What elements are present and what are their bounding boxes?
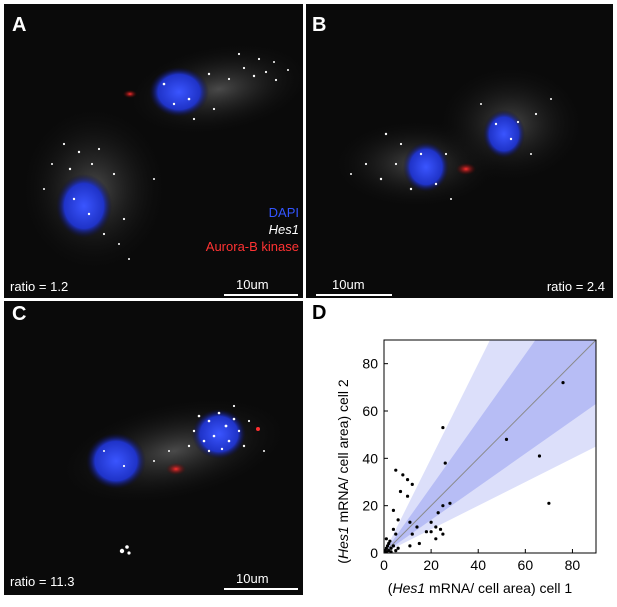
data-point (410, 532, 414, 536)
data-point (408, 544, 412, 548)
data-point (434, 525, 438, 529)
legend-hes1: Hes1 (268, 222, 299, 237)
scatter-chart: 0 20 40 60 80 0 20 40 60 80 (Hes1 mRNA/ cell are… (335, 339, 597, 596)
aurora-spot-a (123, 90, 137, 98)
scalebar-label-a: 10um (236, 277, 269, 292)
scalebar-label-c: 10um (236, 571, 269, 586)
data-point (391, 544, 396, 548)
y-tick-label: 20 (362, 498, 378, 514)
diagonal-line (383, 339, 597, 554)
data-point (424, 530, 428, 534)
panel-label-a: A (12, 14, 27, 36)
data-point (504, 437, 509, 441)
nucleus-c2 (192, 409, 246, 459)
hes1-spots-c (103, 404, 265, 555)
data-point (389, 546, 393, 550)
scalebar-a (224, 294, 298, 296)
channel-legend: DAPI Hes1 Aurora-B kinase (206, 204, 299, 255)
data-point (429, 520, 433, 524)
data-point (408, 520, 412, 524)
hes1-spots-b (350, 98, 552, 200)
data-point (443, 461, 447, 465)
ratio-text-b: ratio = 2.4 (546, 279, 605, 294)
data-point (384, 537, 388, 541)
x-tick-label: 60 (518, 557, 534, 573)
nucleus-b2 (483, 110, 525, 158)
data-point (384, 546, 388, 550)
scalebar-label-b: 10um (332, 277, 365, 292)
ratio-text-a: ratio = 1.2 (10, 279, 69, 294)
aurora-spot-c (166, 463, 186, 475)
data-point (441, 425, 445, 430)
data-point (387, 549, 391, 553)
x-tick-label: 0 (380, 557, 388, 573)
legend-dapi: DAPI (268, 205, 299, 220)
plot-frame (383, 339, 597, 554)
data-point (410, 482, 414, 486)
hes1-spots-a (43, 52, 289, 260)
data-point (396, 518, 400, 522)
y-axis-label: (Hes1 mRNA/ cell area) cell 2 (335, 379, 351, 564)
x-tick-label: 40 (470, 557, 486, 573)
nucleus-a1 (149, 67, 209, 117)
data-point (401, 473, 405, 477)
data-point (394, 532, 398, 536)
y-tick-label: 80 (362, 356, 378, 372)
micrograph-image-a (19, 41, 303, 274)
data-point (436, 511, 440, 515)
x-tick-label: 20 (423, 557, 439, 573)
data-point (438, 527, 443, 531)
panel-label-d: D (312, 302, 327, 324)
y-tick-label: 60 (362, 403, 378, 419)
data-point (448, 501, 452, 505)
scalebar-b (316, 294, 392, 296)
data-point (434, 537, 438, 541)
x-axis-label: (Hes1 mRNA/ cell area) cell 1 (388, 580, 573, 596)
data-point (398, 489, 403, 494)
legend-aurora: Aurora-B kinase (205, 239, 299, 254)
nucleus-c1 (86, 433, 146, 489)
panel-label-b: B (312, 14, 327, 36)
data-point (405, 478, 410, 482)
data-point (388, 539, 392, 543)
data-point (547, 501, 551, 505)
y-tick-label: 0 (370, 545, 378, 561)
data-point (391, 527, 396, 531)
data-point (417, 541, 421, 546)
nucleus-a2 (56, 174, 112, 238)
data-point (537, 454, 542, 458)
data-point (394, 549, 398, 553)
data-point (429, 530, 433, 534)
data-point (441, 504, 445, 508)
aurora-spot-b (456, 163, 476, 175)
data-point (561, 381, 565, 385)
data-point (405, 494, 410, 498)
micrograph-panel-a: A ratio = 1.2 10um DAPI Hes1 Aurora-B ki… (4, 4, 303, 298)
scalebar-c (224, 588, 298, 590)
data-point (396, 546, 400, 550)
nucleus-b1 (403, 142, 449, 192)
panel-label-c: C (12, 303, 27, 325)
data-point (387, 541, 391, 546)
y-tick-label: 40 (362, 450, 378, 466)
micrograph-image-c (56, 396, 292, 555)
data-point (391, 508, 396, 512)
data-point (441, 532, 445, 536)
micrograph-panel-c: C ratio = 11.3 10um (4, 301, 303, 595)
x-tick-label: 80 (565, 557, 581, 573)
data-point (394, 468, 398, 472)
data-point (385, 544, 390, 548)
ratio-text-c: ratio = 11.3 (10, 574, 75, 589)
micrograph-image-b (331, 64, 586, 209)
data-point (415, 525, 419, 529)
micrograph-panel-b: B ratio = 2.4 10um (306, 4, 613, 298)
